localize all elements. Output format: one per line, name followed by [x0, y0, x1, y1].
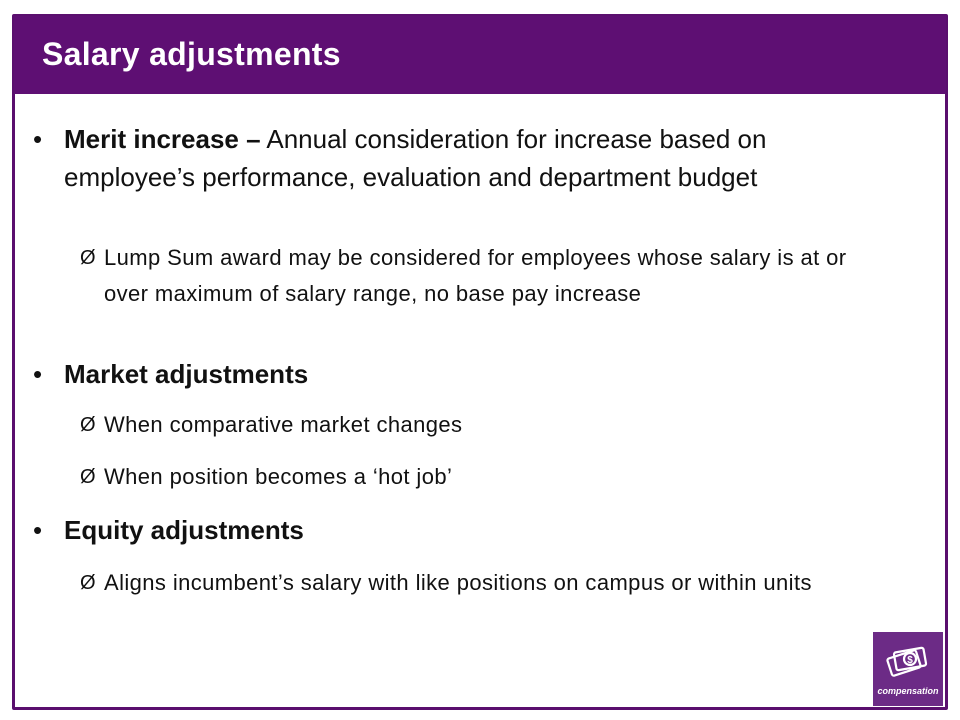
- bullet-term: Equity adjustments: [64, 515, 304, 545]
- slide-frame: [12, 14, 948, 710]
- page-title: Salary adjustments: [42, 36, 341, 72]
- title-bar: Salary adjustments: [14, 16, 946, 94]
- bullet-term: Merit increase –: [64, 124, 261, 154]
- arrow-bullet-icon: Ø: [80, 414, 96, 436]
- sub-bullet-text: When comparative market changes: [104, 412, 463, 437]
- bullet-text: Equity adjustments: [64, 511, 894, 549]
- money-icon: $: [886, 646, 928, 677]
- arrow-bullet-icon: Ø: [80, 247, 96, 269]
- bullet-dot: •: [33, 359, 43, 389]
- logo-label: compensation: [877, 686, 939, 696]
- bullet-dot: •: [33, 124, 43, 154]
- arrow-bullet-icon: Ø: [80, 572, 96, 594]
- sub-bullet-text: Aligns incumbent’s salary with like posi…: [104, 570, 812, 595]
- sub-bullet-text: Lump Sum award may be considered for emp…: [104, 245, 847, 306]
- bullet-dot: •: [33, 515, 43, 545]
- bullet-text: Merit increase – Annual consideration fo…: [64, 120, 894, 196]
- compensation-logo: $ compensation: [873, 632, 943, 706]
- bullet-term: Market adjustments: [64, 359, 309, 389]
- sub-bullet-text: When position becomes a ‘hot job’: [104, 464, 453, 489]
- arrow-bullet-icon: Ø: [80, 466, 96, 488]
- bullet-text: Market adjustments: [64, 355, 894, 393]
- bullet-desc: Annual consideration for increase based …: [64, 124, 767, 192]
- svg-text:$: $: [907, 655, 913, 666]
